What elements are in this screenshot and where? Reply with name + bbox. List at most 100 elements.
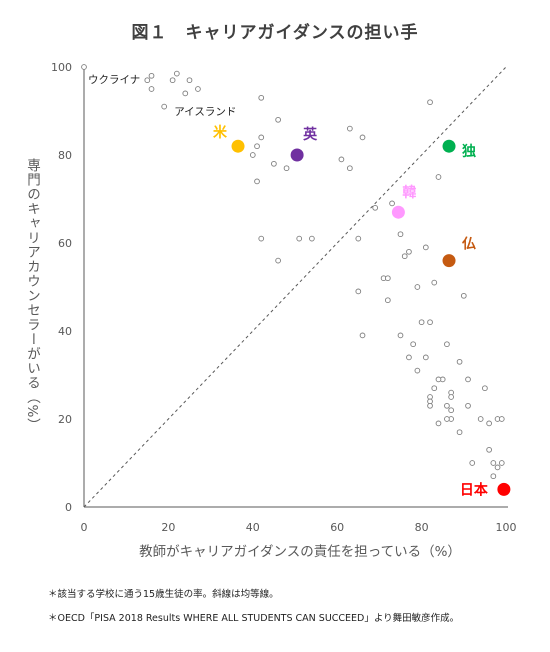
data-point bbox=[144, 77, 151, 84]
y-tick-label: 80 bbox=[58, 149, 72, 162]
data-point bbox=[444, 416, 450, 422]
data-point bbox=[397, 332, 404, 339]
data-point bbox=[148, 86, 155, 92]
x-tick-label: 100 bbox=[496, 521, 517, 534]
data-point bbox=[271, 160, 277, 167]
data-point bbox=[465, 376, 471, 383]
data-point bbox=[427, 99, 433, 106]
highlight-point bbox=[442, 139, 456, 153]
data-point bbox=[490, 473, 497, 480]
y-tick-label: 0 bbox=[65, 501, 72, 514]
data-point bbox=[401, 253, 408, 260]
highlight-point bbox=[290, 148, 304, 162]
y-tick-label: 40 bbox=[58, 325, 72, 338]
data-point bbox=[249, 152, 256, 158]
data-point bbox=[448, 394, 454, 400]
highlight-point bbox=[497, 482, 511, 496]
data-point bbox=[448, 407, 454, 414]
highlight-point bbox=[231, 139, 245, 153]
data-point bbox=[347, 165, 353, 172]
y-tick-label: 60 bbox=[58, 237, 72, 250]
data-point bbox=[161, 103, 168, 110]
data-point bbox=[490, 460, 497, 466]
data-point bbox=[283, 165, 290, 172]
data-point bbox=[422, 244, 429, 251]
data-point bbox=[427, 402, 433, 409]
x-tick-label: 0 bbox=[81, 521, 88, 534]
data-point bbox=[258, 235, 265, 242]
data-point bbox=[435, 376, 442, 383]
data-point bbox=[494, 464, 501, 471]
data-point bbox=[275, 257, 281, 264]
equality-line bbox=[83, 66, 507, 508]
data-point bbox=[465, 402, 471, 409]
data-point bbox=[431, 279, 438, 286]
data-point bbox=[435, 174, 442, 180]
data-point bbox=[414, 367, 421, 374]
data-point bbox=[414, 284, 421, 290]
x-tick-label: 40 bbox=[246, 521, 260, 534]
highlight-label: 仏 bbox=[462, 237, 476, 253]
chart-title: 図１ キャリアガイダンスの担い手 bbox=[131, 23, 419, 43]
data-point bbox=[456, 358, 463, 365]
data-point bbox=[275, 116, 281, 123]
data-point bbox=[397, 231, 404, 238]
data-point bbox=[258, 134, 265, 141]
data-point bbox=[422, 354, 429, 361]
data-point bbox=[309, 235, 315, 242]
data-point bbox=[195, 86, 201, 92]
data-point bbox=[410, 341, 417, 348]
highlight-label: 米 bbox=[213, 124, 228, 141]
point-label: ウクライナ bbox=[88, 74, 140, 86]
data-point bbox=[182, 90, 189, 97]
data-point bbox=[148, 72, 155, 79]
x-tick-label: 20 bbox=[161, 521, 175, 534]
data-point bbox=[477, 416, 484, 422]
data-point bbox=[456, 429, 463, 436]
y-tick-label: 20 bbox=[58, 413, 72, 426]
data-point bbox=[418, 319, 425, 326]
highlight-label: 日本 bbox=[460, 481, 489, 498]
footnote-definition: ＊該当する学校に通う15歳生徒の率。斜線は均等線。 bbox=[48, 589, 279, 600]
data-point bbox=[406, 248, 412, 255]
data-point bbox=[482, 385, 488, 392]
data-point bbox=[338, 156, 345, 163]
data-point bbox=[347, 125, 353, 132]
data-point bbox=[444, 402, 450, 409]
highlight-label: 独 bbox=[462, 143, 476, 160]
x-axis-label: 教師がキャリアガイダンスの責任を担っている（%） bbox=[139, 544, 461, 560]
data-point bbox=[359, 332, 366, 339]
data-point bbox=[355, 235, 362, 242]
data-point bbox=[469, 460, 476, 466]
data-point bbox=[254, 178, 260, 185]
highlight-label: 韓 bbox=[402, 184, 416, 201]
data-point bbox=[427, 319, 433, 326]
data-point bbox=[389, 200, 395, 207]
data-point bbox=[186, 77, 193, 84]
data-point bbox=[372, 204, 379, 211]
data-point bbox=[460, 292, 467, 299]
data-point bbox=[435, 420, 442, 427]
data-point bbox=[444, 341, 450, 348]
data-point bbox=[296, 235, 303, 242]
x-tick-label: 60 bbox=[330, 521, 344, 534]
data-point bbox=[498, 416, 505, 422]
data-point bbox=[254, 143, 260, 150]
x-tick-label: 80 bbox=[415, 521, 429, 534]
data-point bbox=[406, 354, 412, 361]
highlight-point bbox=[442, 254, 456, 268]
y-tick-label: 100 bbox=[51, 61, 72, 74]
data-point bbox=[169, 77, 176, 84]
data-point bbox=[359, 134, 366, 141]
data-point bbox=[81, 64, 87, 70]
data-point bbox=[173, 70, 180, 77]
highlight-label: 英 bbox=[302, 126, 318, 143]
data-point bbox=[384, 297, 391, 304]
data-point bbox=[498, 460, 505, 466]
data-point bbox=[355, 288, 362, 295]
data-point bbox=[384, 275, 391, 282]
highlight-point bbox=[391, 205, 405, 219]
point-label: アイスランド bbox=[174, 106, 236, 118]
data-point bbox=[486, 446, 492, 453]
